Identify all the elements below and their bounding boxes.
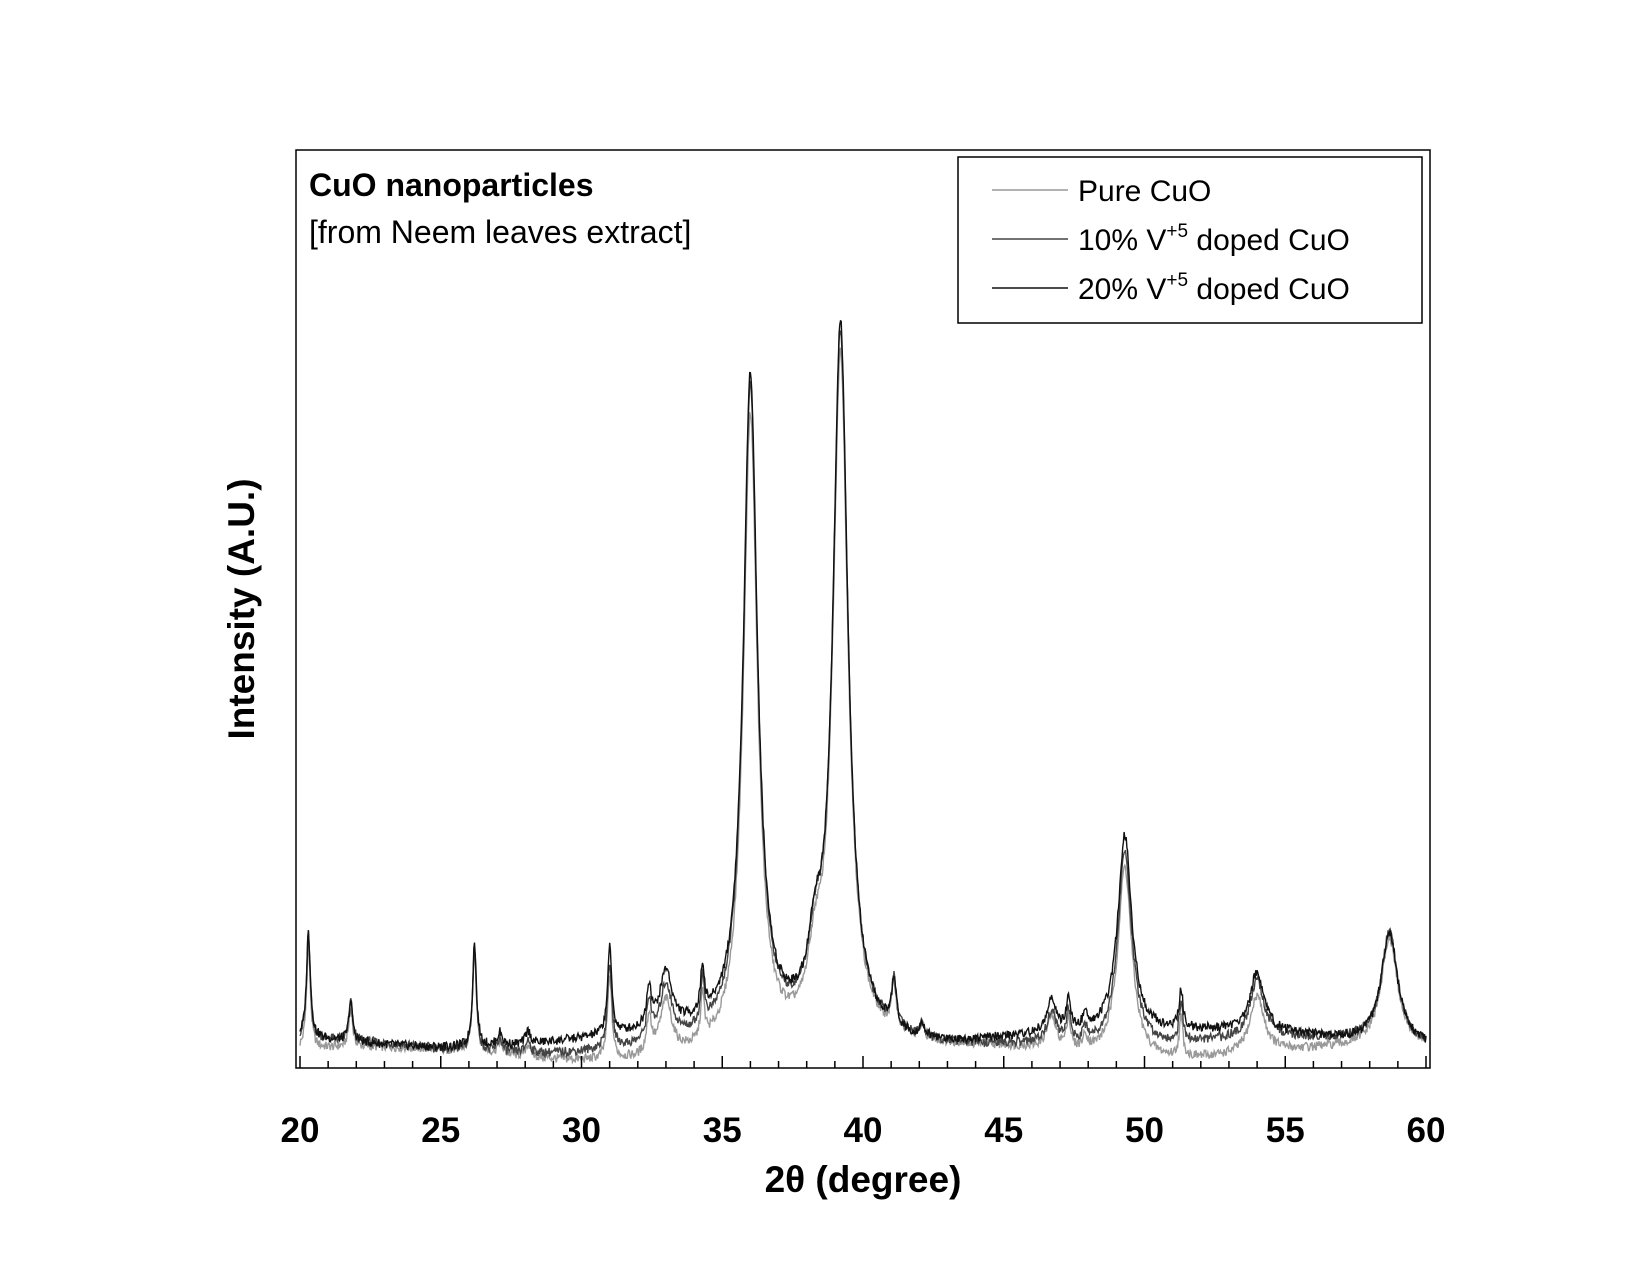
annotation-title: CuO nanoparticles (309, 167, 594, 203)
x-axis-ticks: 20 25 30 35 40 45 50 55 60 (281, 1056, 1446, 1150)
x-tick-label: 40 (844, 1111, 883, 1150)
legend-label-2: 10% V+5 doped CuO (1078, 221, 1350, 257)
x-tick-label: 25 (421, 1111, 460, 1150)
x-tick-label: 45 (984, 1111, 1023, 1150)
legend-label-3: 20% V+5 doped CuO (1078, 270, 1350, 306)
series-line-3 (299, 319, 1427, 1052)
x-tick-label: 30 (562, 1111, 601, 1150)
legend-box (957, 156, 1423, 324)
x-tick-label: 60 (1407, 1111, 1446, 1150)
y-axis-label: Intensity (A.U.) (221, 478, 262, 739)
series-line-1 (299, 347, 1427, 1065)
x-tick-label: 35 (703, 1111, 742, 1150)
x-axis-label: 2θ (degree) (765, 1159, 962, 1200)
x-tick-label: 50 (1125, 1111, 1164, 1150)
x-tick-label: 55 (1266, 1111, 1305, 1150)
x-tick-label: 20 (281, 1111, 320, 1150)
series-layer (299, 319, 1427, 1065)
legend-label-1: Pure CuO (1078, 175, 1211, 208)
annotation-subtitle: [from Neem leaves extract] (309, 214, 691, 250)
legend: Pure CuO 10% V+5 doped CuO 20% V+5 doped C… (957, 156, 1423, 324)
